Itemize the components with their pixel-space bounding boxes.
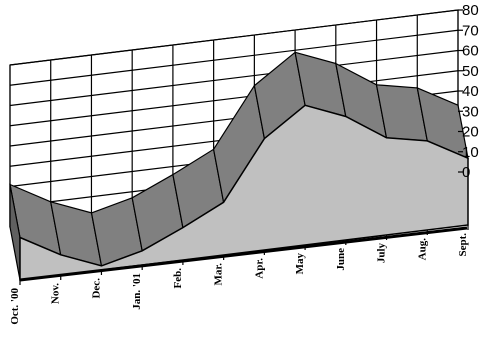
gridline-horizontal xyxy=(9,70,459,127)
chart-area-series xyxy=(9,51,469,282)
x-tick-label: Sept. xyxy=(457,233,469,257)
x-tick-label: Mar. xyxy=(213,263,225,286)
y-tick-label: 40 xyxy=(462,83,479,100)
gridline-horizontal xyxy=(9,9,459,66)
x-tick-label: Aug. xyxy=(416,238,428,261)
x-tick-label: Apr. xyxy=(253,258,265,279)
area-front-face xyxy=(19,104,469,281)
y-tick-label: 80 xyxy=(462,2,479,19)
gridline-horizontal xyxy=(9,29,459,86)
x-tick-label: June xyxy=(335,248,347,271)
y-tick-label: 70 xyxy=(462,22,479,39)
x-tick-label: July xyxy=(376,242,388,263)
y-tick-label: 30 xyxy=(462,103,479,120)
x-axis-ticks: Oct. '00 Nov. Dec. Jan. '01 Feb. Mar. Apr. May J… xyxy=(9,225,469,325)
x-tick-label: Dec. xyxy=(91,278,103,299)
x-axis-line xyxy=(19,226,468,282)
y-tick-label: 0 xyxy=(462,164,470,181)
x-tick-label: Oct. '00 xyxy=(9,288,21,325)
y-tick-label: 50 xyxy=(462,63,479,80)
x-tick-label: May xyxy=(294,253,306,275)
y-tick-label: 60 xyxy=(462,43,479,60)
x-tick-label: Jan. '01 xyxy=(131,273,143,310)
y-tick-label: 20 xyxy=(462,124,479,141)
gridline-horizontal xyxy=(9,49,459,107)
y-axis-ticks: 0 10 20 30 40 50 60 70 80 xyxy=(458,2,479,181)
y-tick-label: 10 xyxy=(462,144,479,161)
x-tick-label: Feb. xyxy=(172,268,184,289)
x-tick-label: Nov. xyxy=(50,283,62,304)
